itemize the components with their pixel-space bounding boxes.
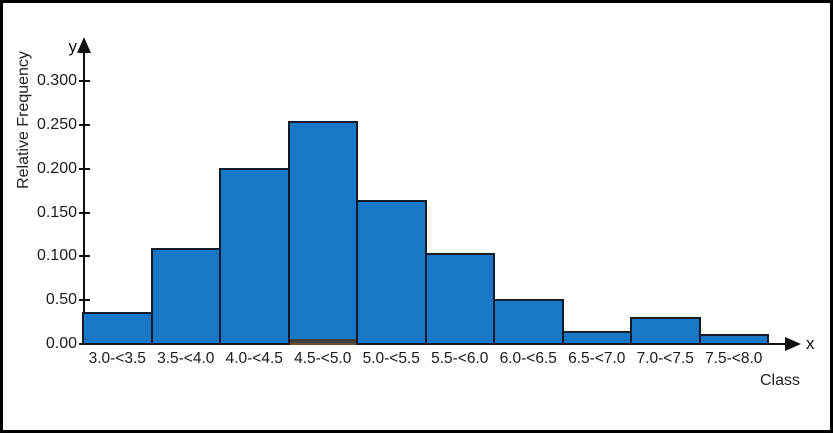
baseline-strip [289,339,356,343]
y-tick-mark [79,299,90,302]
histogram-bar-6.0-<6.5 [493,299,564,345]
histogram-bar-4.0-<4.5 [219,168,290,345]
x-tick-label: 3.5-<4.0 [157,350,215,367]
x-axis-arrow-icon [785,337,801,351]
histogram-bar-3.0-<3.5 [82,311,153,345]
histogram-bar-7.0-<7.5 [630,316,701,345]
y-axis-letter: y [68,37,78,56]
x-axis-letter: x [806,334,815,353]
histogram-bar-3.5-<4.0 [150,247,221,345]
y-tick-label: 0.200 [36,159,77,177]
x-axis-title: Class [759,372,800,389]
x-tick-label: 6.5-<7.0 [568,350,626,367]
x-tick-label: 7.5-<8.0 [705,350,763,367]
y-tick-label: 0.50 [45,291,77,309]
y-tick-mark [79,80,90,83]
y-tick-label: 0.250 [36,116,77,133]
x-tick-label: 7.0-<7.5 [636,350,694,367]
x-tick-label: 5.5-<6.0 [431,350,489,367]
y-tick-label: 0.300 [36,72,77,90]
histogram-bar-5.5-<6.0 [424,253,495,345]
y-axis-arrow-icon [77,37,91,53]
x-tick-label: 5.0-<5.5 [362,350,420,367]
histogram-bar-6.5-<7.0 [561,330,632,345]
histogram-bar-4.5-<5.0 [287,120,358,345]
y-tick-label: 0.150 [36,203,77,221]
y-tick-label: 0.100 [36,247,77,265]
y-tick-label: 0.00 [45,335,77,352]
y-tick-mark [79,124,90,126]
y-tick-mark [79,167,90,170]
histogram-bar-7.5-<8.0 [698,333,769,345]
histogram-bar-5.0-<5.5 [356,199,427,345]
y-axis [83,49,85,345]
y-tick-mark [79,255,90,258]
x-tick-label: 3.0-<3.5 [88,350,146,367]
x-tick-label: 4.5-<5.0 [294,350,352,367]
y-tick-mark [79,211,90,214]
x-tick-label: 6.0-<6.5 [499,350,557,367]
x-tick-label: 4.0-<4.5 [225,350,283,367]
baseline-strip-accent [289,343,356,345]
